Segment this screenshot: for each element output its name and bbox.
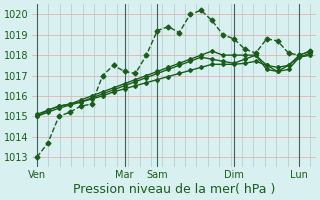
X-axis label: Pression niveau de la mer( hPa ): Pression niveau de la mer( hPa ) [73, 183, 275, 196]
